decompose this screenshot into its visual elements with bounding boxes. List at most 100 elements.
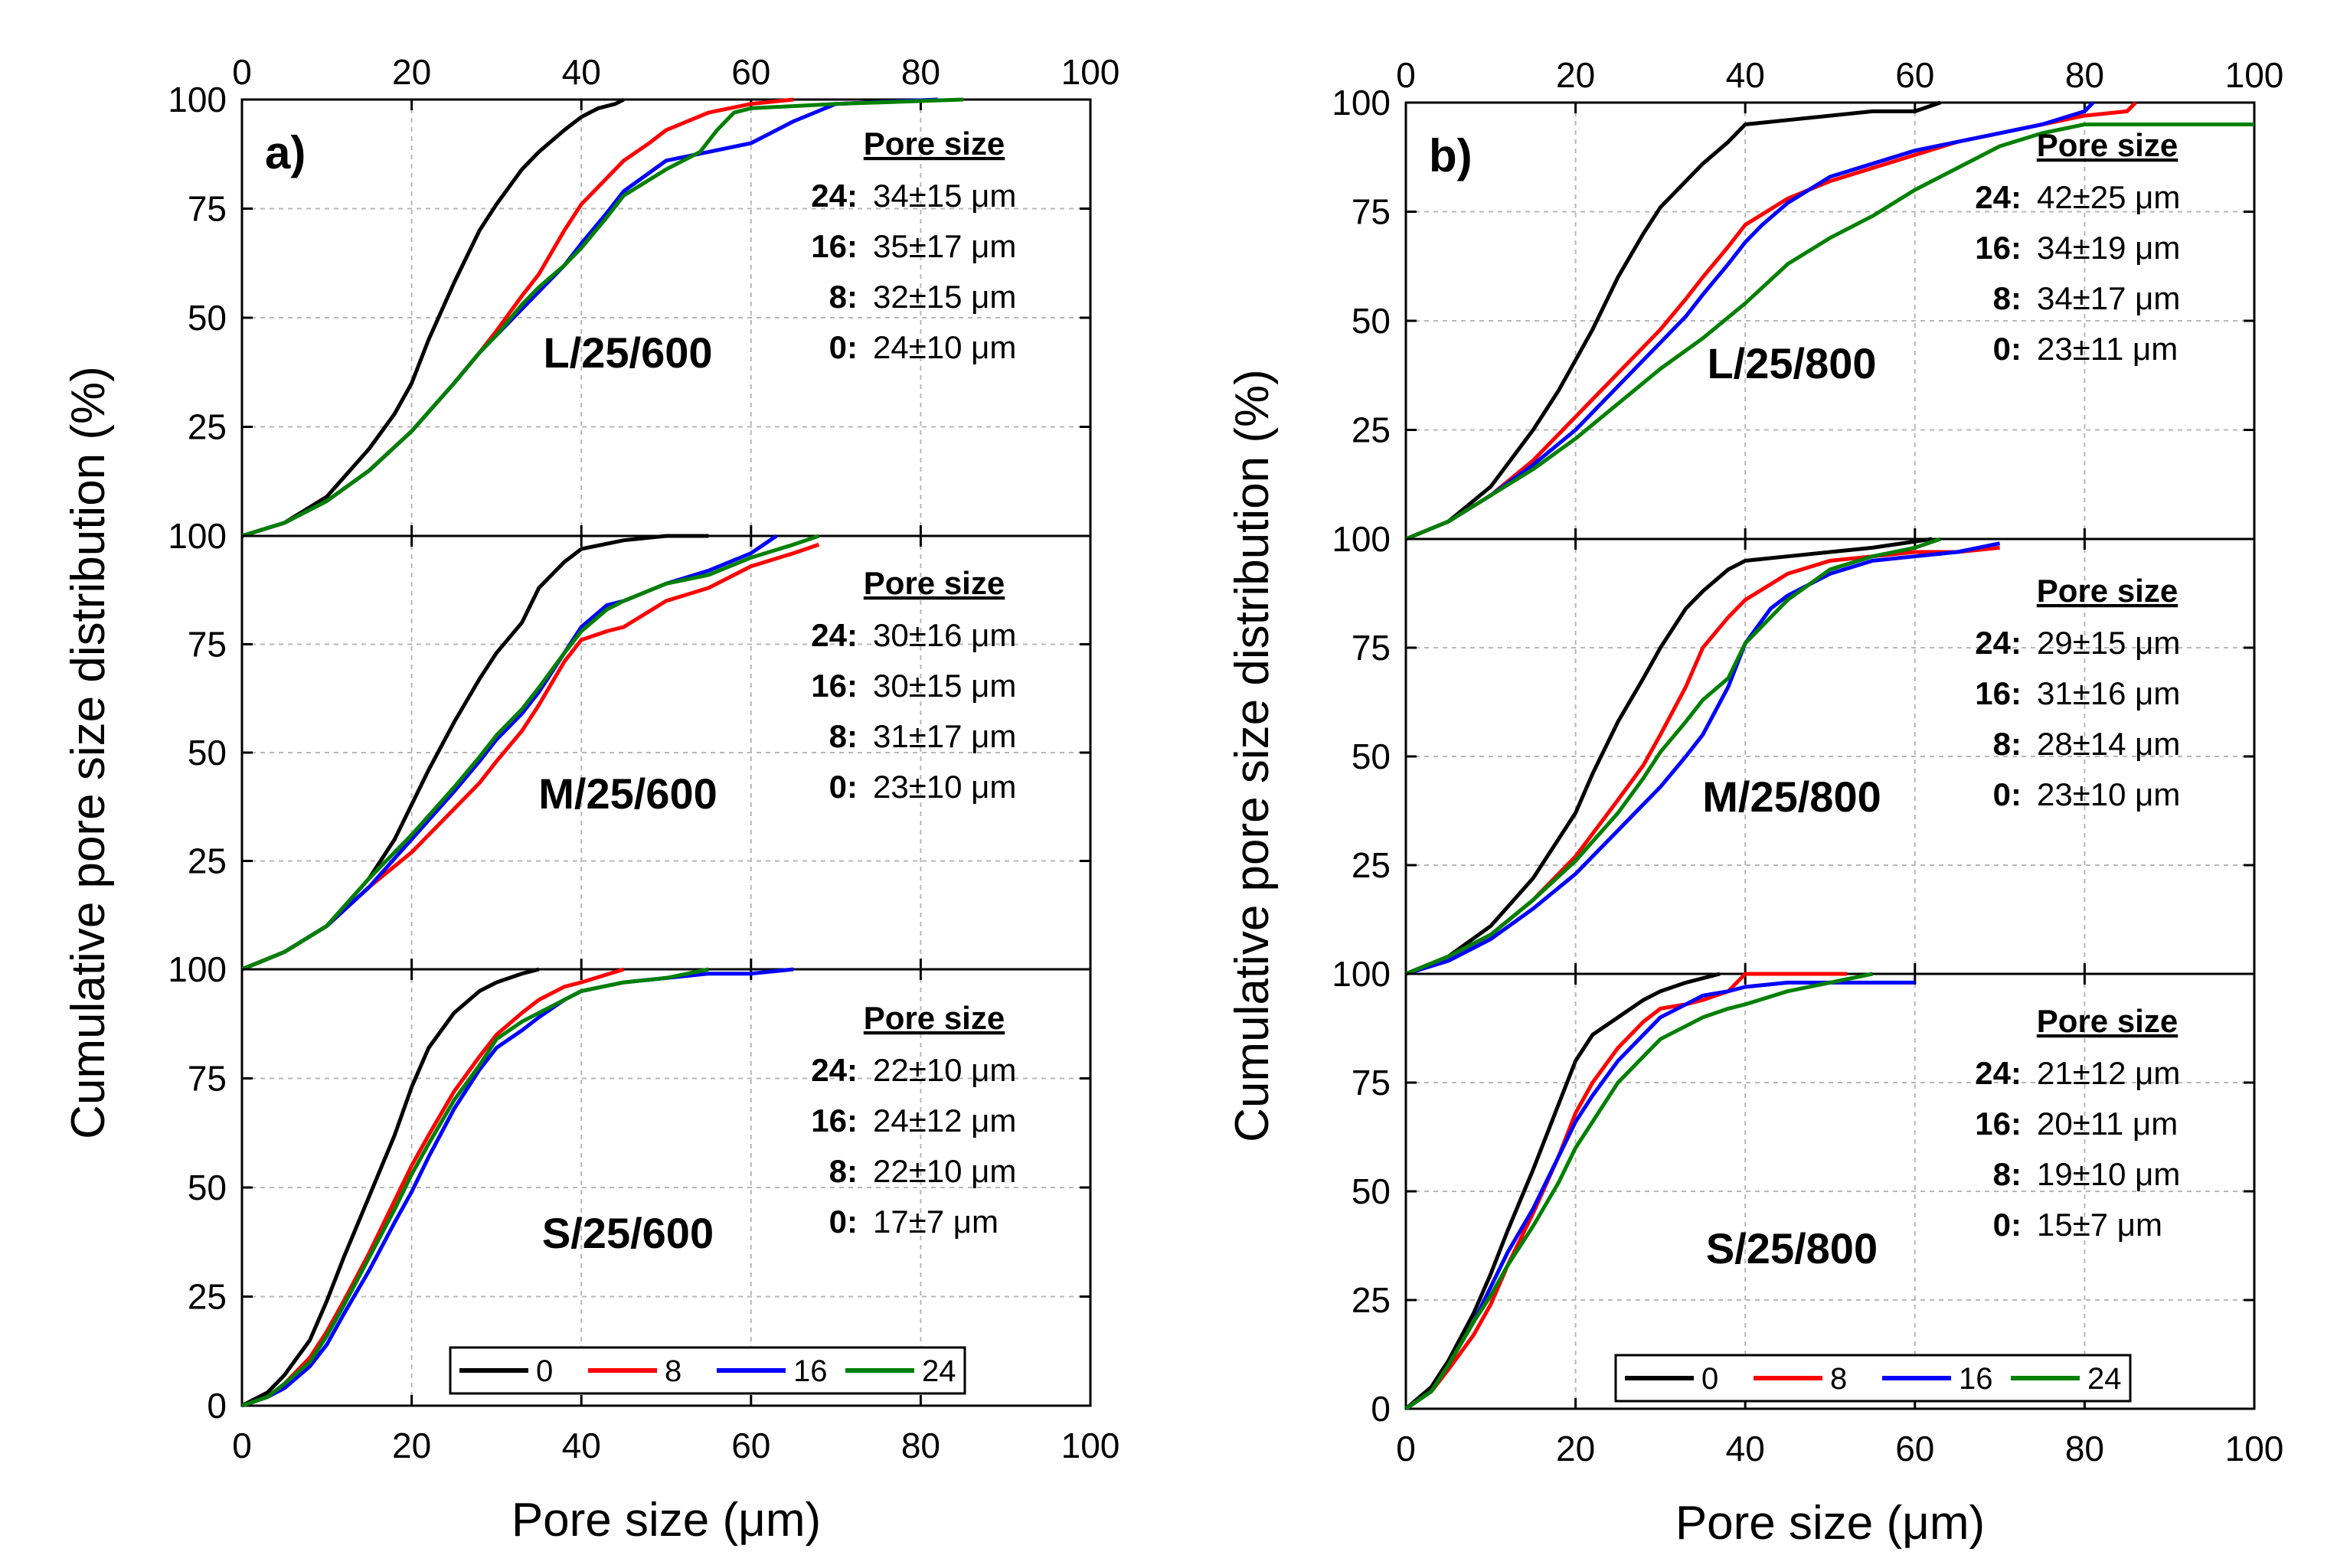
pore-size-value: 28±14 μm — [2037, 726, 2180, 762]
x-tick-label-top: 20 — [1556, 55, 1595, 95]
pore-size-key: 24: — [1975, 625, 2022, 661]
y-tick-label: 0 — [1371, 1389, 1391, 1429]
pore-size-value: 20±11 μm — [2037, 1106, 2178, 1142]
y-tick-label: 50 — [1352, 301, 1391, 341]
x-tick-label-top: 80 — [2065, 55, 2104, 95]
x-axis-label: Pore size (μm) — [512, 1494, 821, 1547]
series-line-0 — [240, 967, 540, 1408]
legend-label: 24 — [2087, 1362, 2122, 1396]
x-tick-label-bottom: 40 — [1726, 1429, 1765, 1468]
y-tick-label: 25 — [1352, 845, 1391, 885]
series-line-16 — [1405, 101, 2095, 541]
series-line-24 — [1405, 122, 2254, 541]
pore-size-value: 31±17 μm — [873, 718, 1016, 754]
x-tick-label-bottom: 20 — [392, 1426, 431, 1465]
legend-label: 24 — [922, 1354, 956, 1388]
pore-size-key: 16: — [1975, 230, 2022, 266]
y-tick-label: 50 — [188, 733, 227, 773]
y-tick-label: 75 — [188, 189, 227, 229]
legend-label: 8 — [665, 1354, 681, 1388]
pore-size-value: 24±10 μm — [873, 329, 1016, 365]
series-line-24 — [241, 97, 963, 538]
y-tick-label: 25 — [188, 841, 227, 881]
y-axis-label: Cumulative pore size distribution (%) — [62, 366, 115, 1139]
y-tick-label: 100 — [1332, 519, 1391, 559]
x-tick-label-top: 0 — [232, 52, 252, 92]
sample-label: M/25/600 — [538, 769, 717, 818]
pore-size-key: 24: — [811, 178, 858, 214]
pore-size-value: 17±7 μm — [873, 1204, 999, 1240]
subplot-S-25-800: 0 25 50 75 100 S/25/800 Pore size 24: 21±12 μm 16… — [1332, 954, 2256, 1429]
legend: 0 8 16 24 — [449, 1346, 966, 1395]
y-tick-label: 25 — [1352, 410, 1391, 450]
pore-size-value: 30±16 μm — [873, 617, 1016, 653]
pore-size-value: 23±10 μm — [2037, 776, 2180, 812]
x-tick-label-bottom: 80 — [2065, 1429, 2104, 1468]
pore-size-key: 8: — [829, 279, 858, 315]
pore-size-value: 32±15 μm — [873, 279, 1016, 315]
y-tick-label: 100 — [168, 949, 227, 989]
pore-size-value: 22±10 μm — [873, 1052, 1016, 1088]
y-tick-label: 100 — [168, 80, 227, 119]
pore-size-key: 16: — [811, 1102, 858, 1138]
sample-label: M/25/800 — [1702, 773, 1881, 821]
legend-label: 16 — [793, 1354, 828, 1388]
series-line-0 — [1404, 972, 1721, 1410]
y-tick-label: 75 — [188, 625, 227, 665]
series-line-24 — [241, 534, 820, 972]
pore-size-value: 42±25 μm — [2037, 179, 2180, 215]
pore-size-value: 24±12 μm — [873, 1102, 1016, 1138]
y-tick-label: 50 — [188, 1168, 227, 1207]
legend-label: 8 — [1830, 1362, 1847, 1396]
series-line-0 — [1405, 100, 1941, 541]
x-axis-label: Pore size (μm) — [1675, 1497, 1985, 1550]
x-tick-label-bottom: 80 — [901, 1426, 940, 1465]
pore-size-value: 35±17 μm — [873, 228, 1016, 264]
x-tick-label-top: 40 — [562, 52, 601, 92]
pore-size-value: 21±12 μm — [2037, 1055, 2180, 1091]
y-tick-label: 75 — [1352, 192, 1391, 232]
y-tick-label: 25 — [1352, 1280, 1391, 1320]
pore-size-title: Pore size — [2037, 1003, 2178, 1039]
legend-label: 0 — [1701, 1362, 1718, 1396]
legend: 0 8 16 24 — [1614, 1354, 2132, 1403]
series-line-24 — [241, 967, 709, 1408]
pore-size-value: 29±15 μm — [2037, 625, 2180, 661]
series-line-8 — [1404, 972, 1848, 1411]
y-tick-label: 25 — [188, 1277, 227, 1317]
y-tick-label: 50 — [188, 298, 227, 338]
pore-size-key: 0: — [829, 1204, 858, 1240]
sample-label: S/25/800 — [1706, 1224, 1878, 1272]
y-tick-label: 0 — [207, 1386, 227, 1426]
pore-size-value: 22±10 μm — [873, 1153, 1016, 1189]
x-tick-label-bottom: 20 — [1556, 1429, 1595, 1468]
pore-size-value: 23±11 μm — [2037, 331, 2178, 367]
pore-size-title: Pore size — [2037, 127, 2178, 163]
subplot-L-25-800: 25 50 75 100 L/25/800 Pore size 24: 42±25 μm 16:… — [1332, 83, 2256, 541]
y-tick-label: 50 — [1352, 737, 1391, 776]
pore-size-title: Pore size — [2037, 573, 2178, 609]
y-axis-label: Cumulative pore size distribution (%) — [1226, 369, 1279, 1142]
series-line-24 — [1404, 972, 1873, 1411]
y-tick-label: 100 — [168, 516, 227, 556]
x-tick-label-bottom: 60 — [1895, 1429, 1934, 1468]
pore-size-key: 24: — [1975, 1055, 2022, 1091]
pore-size-value: 23±10 μm — [873, 769, 1016, 805]
x-tick-label-bottom: 0 — [232, 1426, 252, 1465]
x-tick-label-top: 100 — [2225, 55, 2284, 95]
pore-size-value: 34±15 μm — [873, 178, 1016, 214]
pore-size-key: 8: — [1993, 1156, 2022, 1192]
sample-label: S/25/600 — [542, 1209, 714, 1257]
pore-size-value: 31±16 μm — [2037, 675, 2180, 711]
x-tick-label-bottom: 100 — [1061, 1426, 1120, 1465]
x-tick-label-bottom: 40 — [562, 1426, 601, 1465]
pore-size-key: 0: — [1993, 1207, 2022, 1243]
pore-size-key: 0: — [829, 329, 858, 365]
sample-label: L/25/600 — [543, 328, 712, 377]
x-tick-label-bottom: 0 — [1396, 1429, 1416, 1468]
y-tick-label: 50 — [1352, 1171, 1391, 1211]
